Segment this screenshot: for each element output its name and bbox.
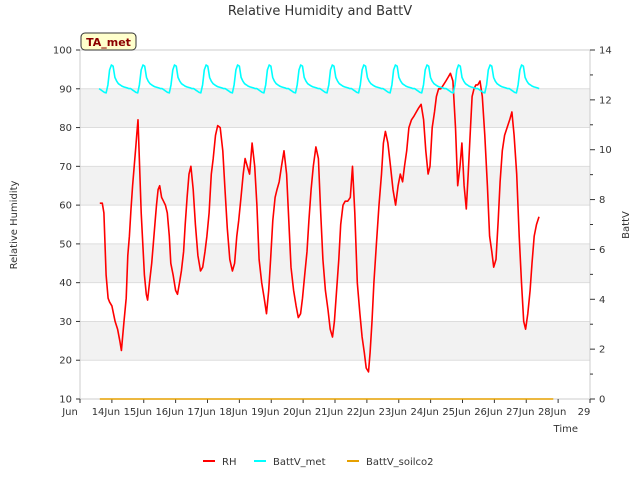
x-tick-label: 28Jun: [538, 407, 566, 418]
series-line-battv-met: [98, 64, 540, 94]
legend-label-battv-met: BattV_met: [273, 457, 326, 468]
ta-met-badge-text: TA_met: [86, 36, 131, 49]
y-axis-left-label: Relative Humidity: [9, 181, 20, 270]
y-left-tick-label: 70: [59, 162, 72, 173]
y-left-tick-label: 90: [59, 84, 72, 95]
y-right-tick-label: 10: [599, 145, 612, 156]
legend: RH BattV_met BattV_soilco2: [203, 457, 434, 468]
x-tick-label: 27Jun: [506, 407, 534, 418]
x-tick-label: 25Jun: [442, 407, 470, 418]
y-right-tick-label: 2: [599, 345, 605, 356]
y-left-tick-label: 10: [59, 395, 72, 406]
background-band: [80, 88, 590, 128]
y-left-tick-label: 40: [59, 278, 72, 289]
y-axis-left: 10 20 30 40 50 60 70 80 90 100: [53, 46, 80, 406]
y-right-tick-label: 12: [599, 95, 612, 106]
x-tick-label: 19Jun: [251, 407, 279, 418]
x-tick-label: 18Jun: [219, 407, 247, 418]
background-band: [80, 243, 590, 283]
x-axis: Jun 14Jun 15Jun 16Jun 17Jun 18Jun 19Jun 20Jun 21…: [61, 399, 591, 418]
x-tick-label: 21Jun: [315, 407, 343, 418]
x-tick-label: 16Jun: [155, 407, 183, 418]
ta-met-badge: TA_met: [80, 32, 137, 51]
series-line-rh: [99, 72, 540, 373]
y-left-tick-label: 30: [59, 317, 72, 328]
x-axis-label: Time: [553, 424, 578, 435]
y-right-tick-label: 4: [599, 295, 605, 306]
background-band: [80, 321, 590, 361]
y-right-tick-label: 0: [599, 395, 605, 406]
y-right-tick-label: 8: [599, 195, 605, 206]
x-tick-label: 14Jun: [92, 407, 120, 418]
y-axis-right: 0 2 4 6 8 10 12 14: [590, 46, 612, 406]
series-layer: [98, 64, 554, 400]
y-left-tick-label: 80: [59, 123, 72, 134]
y-left-tick-label: 50: [59, 239, 72, 250]
background-bands: [80, 88, 590, 361]
background-band: [80, 166, 590, 206]
y-axis-right-label: BattV: [621, 211, 632, 239]
legend-label-battv-soilco2: BattV_soilco2: [366, 457, 434, 468]
y-left-tick-label: 100: [53, 46, 72, 57]
y-left-tick-label: 20: [59, 356, 72, 367]
x-tick-label: 29: [578, 407, 591, 418]
x-tick-label: 23Jun: [379, 407, 407, 418]
chart-title: Relative Humidity and BattV: [228, 4, 412, 19]
y-left-tick-label: 60: [59, 201, 72, 212]
x-tick-label: 20Jun: [283, 407, 311, 418]
y-right-tick-label: 6: [599, 245, 605, 256]
x-tick-label: 26Jun: [474, 407, 502, 418]
legend-label-rh: RH: [222, 457, 236, 468]
x-tick-label: 24Jun: [410, 407, 438, 418]
x-tick-label: 15Jun: [124, 407, 152, 418]
y-right-tick-label: 14: [599, 46, 612, 57]
x-tick-label: 22Jun: [347, 407, 375, 418]
x-tick-label: 17Jun: [187, 407, 215, 418]
x-tick-label: Jun: [61, 407, 78, 418]
